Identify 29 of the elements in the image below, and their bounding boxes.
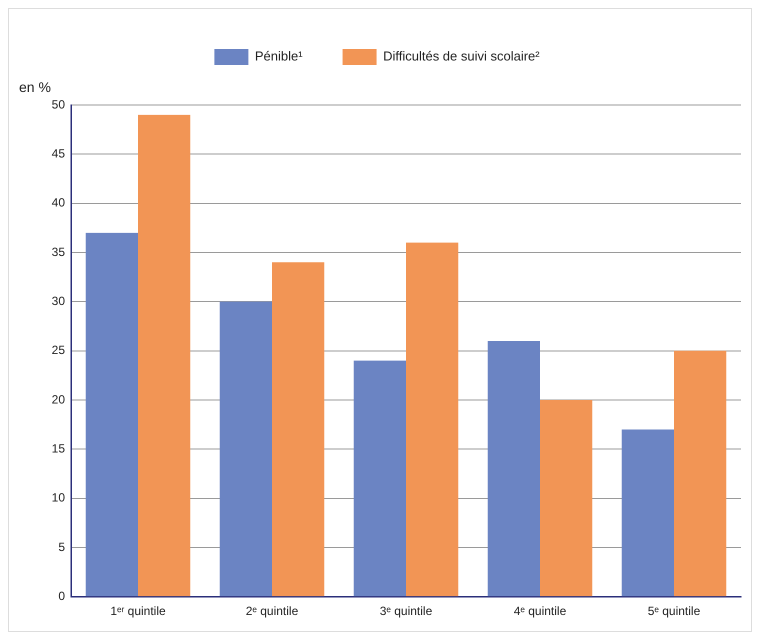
y-tick-label: 25 [52, 343, 66, 358]
bar [272, 262, 324, 596]
x-tick-label: 5ᵉ quintile [648, 604, 701, 618]
y-tick-label: 10 [52, 490, 66, 505]
y-tick-label: 35 [52, 244, 66, 259]
bar [86, 232, 138, 596]
x-tick-label: 1ᵉʳ quintile [110, 604, 166, 618]
y-tick-label: 20 [52, 392, 66, 406]
y-tick-label: 40 [52, 196, 66, 210]
y-tick-label: 0 [58, 588, 66, 603]
x-tick-label: 2ᵉ quintile [246, 604, 299, 618]
legend-label: Difficultés de suivi scolaire² [383, 48, 540, 64]
y-tick-label: 5 [58, 540, 66, 554]
bar [674, 350, 726, 596]
legend-label: Pénible¹ [254, 48, 304, 64]
bar [488, 340, 540, 596]
bar [406, 242, 458, 596]
x-tick-label: 4ᵉ quintile [514, 604, 567, 618]
y-axis-title: en % [19, 78, 51, 95]
bar [354, 360, 406, 596]
y-tick-label: 45 [52, 146, 66, 160]
bar [540, 400, 592, 596]
y-tick-label: 30 [52, 294, 66, 308]
y-tick-label: 50 [52, 97, 66, 112]
bar [622, 429, 674, 596]
y-tick-label: 15 [52, 441, 66, 456]
bar [220, 302, 272, 596]
x-tick-label: 3ᵉ quintile [380, 604, 433, 618]
bar [138, 114, 190, 596]
